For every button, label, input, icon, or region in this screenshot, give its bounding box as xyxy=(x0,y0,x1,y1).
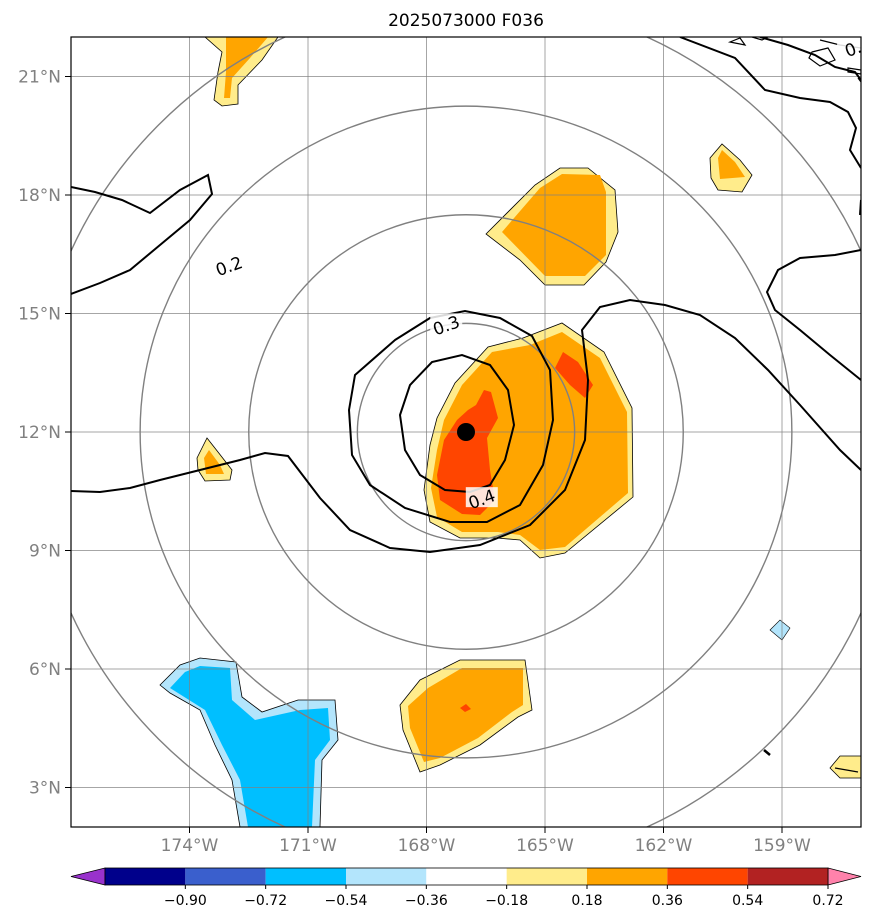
colorbar-segment xyxy=(185,868,266,885)
island-se-2 xyxy=(834,767,859,773)
colorbar: −0.90 −0.72 −0.54 −0.36 −0.18 0.18 0.36 0.54 0.7… xyxy=(70,867,862,909)
contour-0.4-ring xyxy=(398,353,516,494)
storm-center-marker xyxy=(457,423,475,441)
y-tick-label: 3°N xyxy=(29,779,61,799)
shade-red-ne xyxy=(555,352,593,398)
colorbar-tick-label: −0.54 xyxy=(325,893,368,909)
colorbar-extend-low xyxy=(70,867,106,886)
range-ring xyxy=(248,214,684,650)
colorbar-segment xyxy=(346,868,427,885)
island-ne-4 xyxy=(727,37,747,46)
shade-se-yellow xyxy=(829,755,861,779)
colorbar-segment xyxy=(667,868,748,885)
colorbar-tick-label: 0.54 xyxy=(732,893,763,909)
contour-label-bg xyxy=(837,37,861,57)
colorbar-tick-label: 0.18 xyxy=(571,893,602,909)
grid-lines xyxy=(71,37,861,827)
colorbar-tick-label: 0.36 xyxy=(652,893,683,909)
island-ne-5 xyxy=(751,37,769,41)
colorbar-tick-label: −0.72 xyxy=(244,893,287,909)
x-tick-label: 159°W xyxy=(753,836,811,856)
contour-east xyxy=(765,249,861,381)
colorbar-tick-label: −0.36 xyxy=(405,893,448,909)
colorbar-tick-label: −0.90 xyxy=(164,893,207,909)
range-rings xyxy=(71,37,861,827)
contour-label-bg xyxy=(213,254,245,275)
map-panel: 0.20.30.40. 174°W 171°W 168°W 165°W 162°W 159… xyxy=(18,36,864,856)
y-tick-label: 15°N xyxy=(18,305,61,325)
colorbar-segment xyxy=(587,868,668,885)
shade-south-red xyxy=(460,704,471,712)
range-ring xyxy=(356,322,576,542)
shade-east-orange xyxy=(718,150,745,179)
colorbar-tick-label: 0.72 xyxy=(812,893,843,909)
x-tick-label: 171°W xyxy=(279,836,337,856)
contour-northeast-2 xyxy=(679,37,861,169)
colorbar-segment xyxy=(265,868,346,885)
contour-0.3-southern-arc xyxy=(71,298,861,554)
chart-title: 2025073000 F036 xyxy=(388,11,544,31)
colorbar-segment xyxy=(747,868,828,885)
shade-neg-blue xyxy=(170,666,330,827)
shade-south-orange xyxy=(408,668,523,762)
x-axis-ticks: 174°W 171°W 168°W 165°W 162°W 159°W xyxy=(161,827,811,856)
contour-0.2-northwest xyxy=(71,173,214,295)
shade-red-center xyxy=(437,390,498,515)
shade-topleft-orange xyxy=(224,37,268,98)
map-content: 0.20.30.40. xyxy=(71,37,864,827)
colorbar-segment xyxy=(426,868,507,885)
colorbar-extend-high xyxy=(827,867,862,886)
shade-topleft-yellow xyxy=(204,37,279,107)
contour-0.3-ring xyxy=(347,309,555,523)
shade-north-orange xyxy=(502,174,606,276)
contour-label-bg xyxy=(430,313,463,334)
x-tick-label: 168°W xyxy=(398,836,456,856)
island-ne-2 xyxy=(847,67,861,75)
island-se xyxy=(763,749,771,756)
y-tick-label: 9°N xyxy=(29,542,61,562)
contour-label: 0. xyxy=(842,38,864,62)
range-ring xyxy=(139,105,793,759)
colorbar-segment xyxy=(105,868,186,885)
colorbar-tick-label: −0.18 xyxy=(485,893,528,909)
x-tick-label: 174°W xyxy=(161,836,219,856)
x-tick-label: 165°W xyxy=(516,836,574,856)
contour-lines xyxy=(71,37,861,554)
y-tick-label: 21°N xyxy=(18,68,61,88)
y-tick-label: 6°N xyxy=(29,660,61,680)
colorbar-segment xyxy=(506,868,587,885)
island-ne-1 xyxy=(808,47,836,67)
x-tick-label: 162°W xyxy=(635,836,693,856)
shade-neg-east xyxy=(769,619,791,641)
contour-label-bg xyxy=(465,487,498,508)
y-tick-label: 18°N xyxy=(18,186,61,206)
colorbar-frame xyxy=(104,867,829,886)
y-axis-ticks: 3°N 6°N 9°N 12°N 15°N 18°N 21°N xyxy=(18,68,71,799)
y-tick-label: 12°N xyxy=(18,423,61,443)
